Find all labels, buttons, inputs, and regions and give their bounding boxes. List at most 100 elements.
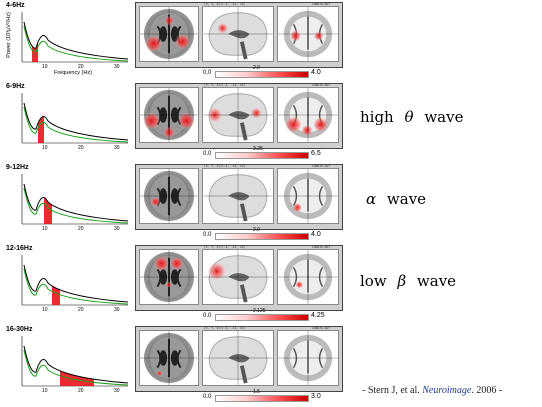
colorbar-gradient bbox=[215, 233, 309, 240]
annotation-low-beta: low β wave bbox=[360, 272, 456, 290]
x-tick: 20 bbox=[78, 64, 84, 70]
colorbar-min: 0.0 bbox=[203, 394, 212, 400]
colorbar-min: 0.0 bbox=[203, 70, 212, 76]
power-spectrum-plot: 10 20 30 bbox=[4, 253, 132, 315]
band-label: 12-16Hz bbox=[6, 245, 33, 252]
x-tick: 10 bbox=[42, 307, 48, 313]
sagittal-brain-slice bbox=[202, 6, 274, 62]
annotation-suffix: wave bbox=[424, 108, 464, 126]
colorbar-mid: 1.5 bbox=[253, 389, 260, 395]
colorbar-mid: 2.125 bbox=[253, 308, 266, 314]
sagittal-brain-slice bbox=[202, 168, 274, 224]
panel-coords: (X, Y, Z)=(-4, -11, 13) bbox=[204, 246, 246, 249]
colorbar-mid: 2.0 bbox=[253, 227, 260, 233]
colorbar: 0.0 3.25 6.5 bbox=[135, 146, 343, 161]
colorbar-gradient bbox=[215, 71, 309, 78]
sagittal-brain-slice bbox=[202, 87, 274, 143]
band-row: 4-6Hz 10 20 30 Power (10³µV²/Hz) Frequency (H… bbox=[0, 2, 542, 80]
annotation-suffix: wave bbox=[416, 272, 457, 290]
citation-journal: Neuroimage bbox=[422, 385, 472, 396]
colorbar-min: 0.0 bbox=[203, 232, 212, 238]
band-row: 16-30Hz 10 20 30 (X, Y, Z)=(-4, -11, 13) LORE… bbox=[0, 326, 542, 404]
colorbar-max: 4.0 bbox=[311, 69, 321, 76]
x-tick: 30 bbox=[114, 307, 120, 313]
loreta-panel: (X, Y, Z)=(-4, -11, 13) LORETA-KEY bbox=[135, 164, 343, 230]
colorbar-gradient bbox=[215, 395, 309, 402]
axial-brain-slice bbox=[139, 330, 199, 386]
loreta-panel: (X, Y, Z)=(-4, -11, 13) LORETA-KEY bbox=[135, 326, 343, 392]
colorbar-max: 4.0 bbox=[311, 231, 321, 238]
panel-title: LORETA-KEY bbox=[312, 327, 331, 330]
panel-coords: (X, Y, Z)=(-4, -11, 13) bbox=[204, 165, 246, 168]
annotation-greek: θ bbox=[404, 108, 414, 126]
x-tick: 20 bbox=[78, 388, 84, 394]
colorbar: 0.0 2.0 4.0 bbox=[135, 227, 343, 242]
x-tick: 30 bbox=[114, 388, 120, 394]
citation: - Stern J, et al. Neuroimage. 2006 - bbox=[362, 385, 502, 396]
panel-coords: (X, Y, Z)=(-4, -11, 13) bbox=[204, 3, 246, 6]
loreta-panel: (X, Y, Z)=(-4, -11, 13) LORETA-KEY bbox=[135, 83, 343, 149]
x-tick: 20 bbox=[78, 307, 84, 313]
panel-title: LORETA-KEY bbox=[312, 246, 331, 249]
colorbar-min: 0.0 bbox=[203, 151, 212, 157]
panel-title: LORETA-KEY bbox=[312, 84, 331, 87]
coronal-brain-slice bbox=[277, 6, 339, 62]
colorbar-min: 0.0 bbox=[203, 313, 212, 319]
colorbar-max: 6.5 bbox=[311, 150, 321, 157]
annotation-prefix: low bbox=[360, 272, 387, 290]
sagittal-brain-slice bbox=[202, 330, 274, 386]
band-label: 16-30Hz bbox=[6, 326, 33, 333]
x-tick: 20 bbox=[78, 226, 84, 232]
coronal-brain-slice bbox=[277, 168, 339, 224]
band-row: 9-12Hz 10 20 30 (X, Y, Z)=(-4, -11, 13) LORET… bbox=[0, 164, 542, 242]
power-spectrum-plot: 10 20 30 bbox=[4, 334, 132, 396]
loreta-panel: (X, Y, Z)=(-4, -11, 13) LORETA-KEY bbox=[135, 2, 343, 68]
colorbar: 0.0 1.5 3.0 bbox=[135, 389, 343, 404]
colorbar-max: 3.0 bbox=[311, 393, 321, 400]
panel-coords: (X, Y, Z)=(-4, -11, 13) bbox=[204, 84, 246, 87]
coronal-brain-slice bbox=[277, 330, 339, 386]
x-tick: 10 bbox=[42, 145, 48, 151]
x-tick: 30 bbox=[114, 145, 120, 151]
power-spectrum-plot: 10 20 30 bbox=[4, 172, 132, 234]
loreta-panel: (X, Y, Z)=(-4, -11, 13) LORETA-KEY bbox=[135, 245, 343, 311]
axial-brain-slice bbox=[139, 6, 199, 62]
colorbar-gradient bbox=[215, 314, 309, 321]
power-spectrum-plot: 10 20 30 bbox=[4, 91, 132, 153]
panel-title: LORETA-KEY bbox=[312, 3, 331, 6]
colorbar-mid: 3.25 bbox=[253, 146, 263, 152]
band-row: 12-16Hz 10 20 30 (X, Y, Z)=(-4, -11, 13) LORE… bbox=[0, 245, 542, 323]
annotation-suffix: wave bbox=[386, 190, 427, 208]
annotation-high-theta: high θ wave bbox=[360, 108, 463, 126]
annotation-greek: α bbox=[366, 190, 377, 208]
power-spectrum-plot: 10 20 30 Power (10³µV²/Hz) Frequency (Hz) bbox=[4, 10, 132, 76]
band-label: 4-6Hz bbox=[6, 2, 25, 9]
coronal-brain-slice bbox=[277, 87, 339, 143]
citation-authors: - Stern J, et al. bbox=[362, 385, 420, 396]
band-label: 6-9Hz bbox=[6, 83, 25, 90]
sagittal-brain-slice bbox=[202, 249, 274, 305]
colorbar-mid: 2.0 bbox=[253, 65, 260, 71]
x-tick: 10 bbox=[42, 64, 48, 70]
panel-coords: (X, Y, Z)=(-4, -11, 13) bbox=[204, 327, 246, 330]
citation-year: . 2006 - bbox=[471, 385, 503, 396]
colorbar: 0.0 2.125 4.25 bbox=[135, 308, 343, 323]
colorbar-max: 4.25 bbox=[311, 312, 325, 319]
x-tick: 20 bbox=[78, 145, 84, 151]
annotation-prefix: high bbox=[360, 108, 394, 126]
coronal-brain-slice bbox=[277, 249, 339, 305]
axial-brain-slice bbox=[139, 249, 199, 305]
band-row: 6-9Hz 10 20 30 (X, Y, Z)=(-4, -11, 13) LORETA… bbox=[0, 83, 542, 161]
annotation-alpha: α wave bbox=[360, 190, 426, 208]
panel-title: LORETA-KEY bbox=[312, 165, 331, 168]
band-label: 9-12Hz bbox=[6, 164, 29, 171]
axial-brain-slice bbox=[139, 87, 199, 143]
y-axis-title: Power (10³µV²/Hz) bbox=[5, 12, 12, 58]
x-tick: 30 bbox=[114, 64, 120, 70]
x-tick: 10 bbox=[42, 226, 48, 232]
x-tick: 30 bbox=[114, 226, 120, 232]
colorbar-gradient bbox=[215, 152, 309, 159]
colorbar: 0.0 2.0 4.0 bbox=[135, 65, 343, 80]
x-axis-title: Frequency (Hz) bbox=[54, 70, 92, 76]
x-tick: 10 bbox=[42, 388, 48, 394]
